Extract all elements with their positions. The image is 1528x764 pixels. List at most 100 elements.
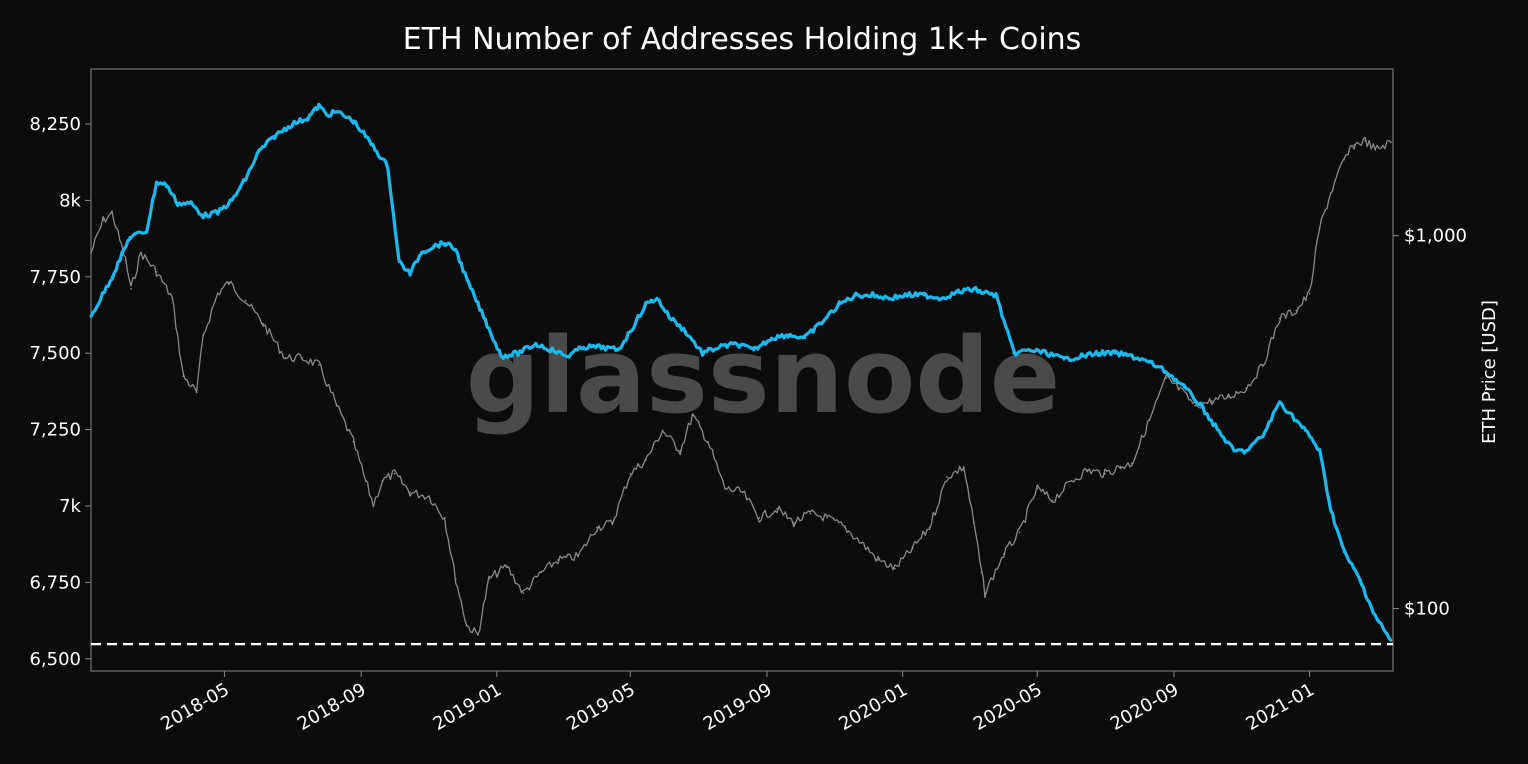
holders-point: [364, 134, 367, 138]
holders-point: [1080, 354, 1084, 358]
holders-point: [871, 293, 874, 297]
holders-point: [487, 327, 491, 331]
price-point: [826, 517, 828, 519]
price-point: [216, 292, 219, 295]
price-point: [301, 357, 304, 359]
price-point: [946, 476, 948, 479]
plot-area: [90, 68, 1394, 672]
holders-point: [216, 211, 220, 215]
y-tick-label: 7,500: [29, 343, 81, 364]
y-tick-label: 7,250: [29, 420, 81, 441]
holders-point: [786, 333, 790, 337]
price-point: [195, 391, 198, 394]
price-point: [202, 334, 205, 337]
price-point: [1295, 309, 1298, 312]
price-point: [723, 487, 726, 490]
holders-point: [980, 290, 983, 294]
watermark: glassnode: [466, 315, 1061, 437]
holders-point: [644, 302, 648, 306]
price-point: [522, 592, 525, 594]
price-point: [809, 512, 812, 515]
holders-point: [1358, 577, 1361, 581]
holders-point: [476, 302, 480, 306]
holders-point: [717, 345, 721, 349]
price-point: [894, 567, 896, 570]
price-point: [911, 547, 914, 550]
price-point: [465, 624, 468, 627]
price-point: [381, 480, 384, 482]
holders-point: [599, 345, 603, 349]
holders-point: [1164, 370, 1168, 373]
holders-point: [1232, 449, 1236, 453]
price-point: [776, 508, 778, 510]
price-point: [155, 270, 158, 273]
price-point: [741, 491, 744, 494]
price-point: [140, 251, 142, 254]
price-point: [877, 559, 880, 561]
price-point: [758, 517, 761, 519]
price-point: [1148, 419, 1151, 422]
series-holders-line: [89, 102, 1393, 642]
y-tick-label: 7k: [59, 496, 81, 517]
holders-point: [837, 302, 841, 306]
price-point: [1389, 141, 1392, 144]
holders-point: [1342, 550, 1346, 554]
holders-point: [1097, 351, 1100, 355]
holders-point: [628, 330, 632, 334]
price-point: [409, 491, 411, 494]
holders-point: [201, 214, 205, 218]
holders-point: [803, 336, 807, 340]
holders-point: [419, 251, 423, 254]
price-point: [557, 559, 559, 561]
holders-point: [956, 290, 960, 294]
holders-point: [1278, 400, 1281, 404]
holders-point: [375, 150, 379, 153]
holders-point: [335, 110, 339, 114]
holders-point: [752, 348, 756, 352]
price-point: [611, 521, 614, 524]
price-point: [372, 503, 375, 506]
price-point: [707, 440, 709, 443]
y2-tick-label: $100: [1404, 599, 1450, 620]
price-point: [244, 299, 247, 302]
holders-point: [499, 354, 503, 358]
price-point: [335, 404, 338, 407]
price-point: [428, 495, 430, 498]
holders-point: [770, 336, 773, 340]
price-point: [171, 297, 174, 300]
holders-point: [1130, 354, 1134, 358]
price-point: [1343, 158, 1345, 161]
holders-point: [565, 354, 569, 358]
price-point: [90, 251, 92, 254]
holders-point: [820, 321, 823, 324]
holders-point: [386, 165, 390, 169]
series-price-line: [90, 136, 1392, 636]
price-point: [1278, 317, 1281, 320]
holders-point: [1373, 614, 1377, 618]
holders-point: [1318, 449, 1321, 453]
price-point: [182, 375, 185, 378]
price-point: [577, 555, 579, 558]
y-tick-label: 8k: [59, 190, 81, 211]
holders-point: [1012, 351, 1016, 355]
holders-point: [397, 260, 401, 263]
x-tick-label: 2021-01: [1242, 679, 1318, 735]
holders-point: [244, 177, 247, 181]
x-tick-label: 2018-05: [157, 679, 233, 735]
holders-point: [534, 342, 538, 346]
holders-point: [1244, 449, 1248, 453]
x-tick-label: 2019-05: [563, 679, 639, 735]
holders-point: [1329, 507, 1333, 511]
price-point: [928, 526, 931, 529]
price-point: [124, 259, 127, 261]
price-point: [679, 449, 682, 452]
x-tick-label: 2018-09: [294, 679, 370, 735]
holders-point: [1389, 639, 1393, 642]
price-point: [1051, 499, 1054, 502]
holders-point: [854, 293, 858, 297]
holders-point: [940, 296, 943, 300]
price-point: [102, 219, 105, 222]
price-point: [962, 465, 965, 468]
holders-point: [701, 351, 704, 355]
